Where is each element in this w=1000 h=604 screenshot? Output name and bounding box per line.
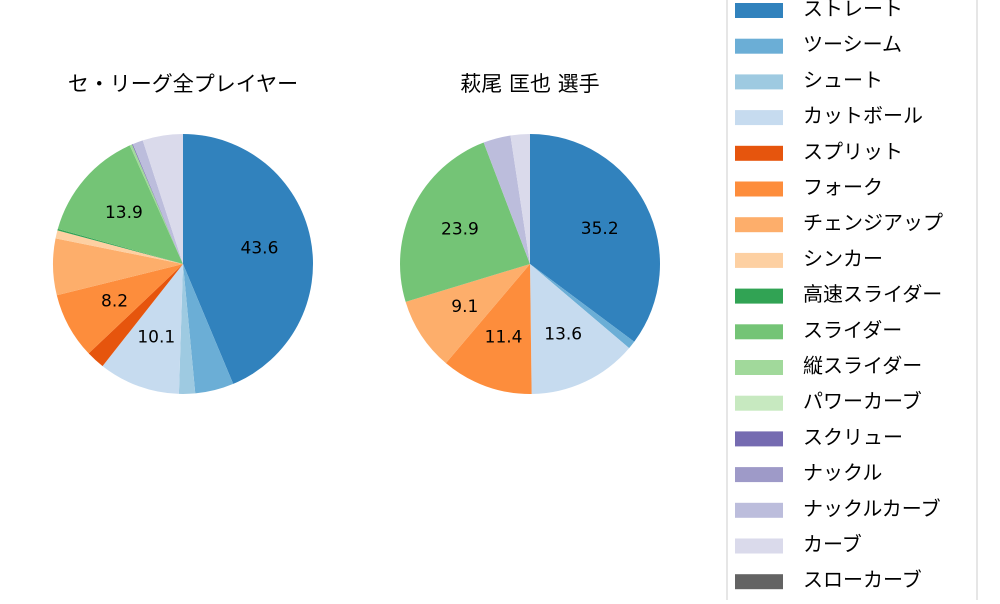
legend-label: カーブ <box>803 532 862 556</box>
pie-slice <box>510 134 530 264</box>
legend-swatch <box>735 145 783 161</box>
value-label: 11.4 <box>485 327 523 347</box>
pie-slice <box>178 264 196 395</box>
legend-label: スクリュー <box>803 425 903 449</box>
pie-slice <box>445 264 532 395</box>
pie-slice <box>129 144 183 264</box>
legend-swatch <box>735 395 783 411</box>
chart-title: 萩尾 匡也 選手 <box>460 72 599 96</box>
pie-slice <box>132 140 183 264</box>
legend-label: シンカー <box>803 246 883 270</box>
value-label: 10.1 <box>137 327 175 347</box>
pie-slice <box>483 135 530 264</box>
legend-swatch <box>735 181 783 197</box>
pie-slice <box>183 134 313 384</box>
value-label: 35.2 <box>581 219 619 239</box>
legend-swatch <box>735 217 783 233</box>
legend-label: フォーク <box>803 175 883 199</box>
legend-swatch <box>735 538 783 554</box>
legend-swatch <box>735 38 783 54</box>
pie-slice <box>400 142 530 302</box>
value-label: 43.6 <box>241 239 279 259</box>
pie-slice <box>405 264 530 364</box>
value-label: 9.1 <box>451 297 478 317</box>
pie-slice <box>183 264 234 394</box>
pie-slice <box>57 228 184 264</box>
legend-swatch <box>735 74 783 90</box>
pie-slice <box>53 238 184 296</box>
value-label: 8.2 <box>101 291 128 311</box>
value-label: 13.9 <box>105 203 143 223</box>
legend-swatch <box>735 110 783 126</box>
pie-slice <box>57 145 183 264</box>
legend-box <box>726 0 978 604</box>
legend-label: 縦スライダー <box>803 354 922 378</box>
pie-slice <box>530 264 630 394</box>
pie-slice <box>530 264 635 349</box>
legend-swatch <box>735 467 783 483</box>
legend-label: ナックル <box>803 461 882 485</box>
legend-label: ストレート <box>803 0 903 21</box>
legend-label: スローカーブ <box>803 568 922 592</box>
legend-label: スプリット <box>803 139 903 163</box>
pie-slice <box>142 134 183 264</box>
legend-swatch <box>735 431 783 447</box>
legend-swatch <box>735 574 783 590</box>
pie-slice <box>102 264 183 394</box>
legend-swatch <box>735 3 783 18</box>
legend-swatch <box>735 288 783 304</box>
value-label: 23.9 <box>441 220 479 240</box>
legend-swatch <box>735 360 783 375</box>
legend-label: チェンジアップ <box>803 211 943 235</box>
legend-swatch <box>735 324 783 340</box>
legend-swatch <box>735 502 783 518</box>
legend-label: 高速スライダー <box>803 282 942 306</box>
chart-title: セ・リーグ全プレイヤー <box>68 72 298 96</box>
legend-label: シュート <box>803 68 883 92</box>
pie-slice <box>132 144 183 264</box>
pie-slice <box>88 264 183 367</box>
legend-label: パワーカーブ <box>803 389 922 413</box>
pie-slice <box>530 134 661 342</box>
pie-slice <box>56 264 183 354</box>
legend-label: ナックルカーブ <box>803 496 941 520</box>
legend-label: カットボール <box>803 104 923 128</box>
pie-slice <box>55 230 183 264</box>
value-label: 13.6 <box>544 325 582 345</box>
legend-swatch <box>735 252 783 268</box>
legend-label: スライダー <box>803 318 902 342</box>
legend-label: ツーシーム <box>803 32 902 56</box>
